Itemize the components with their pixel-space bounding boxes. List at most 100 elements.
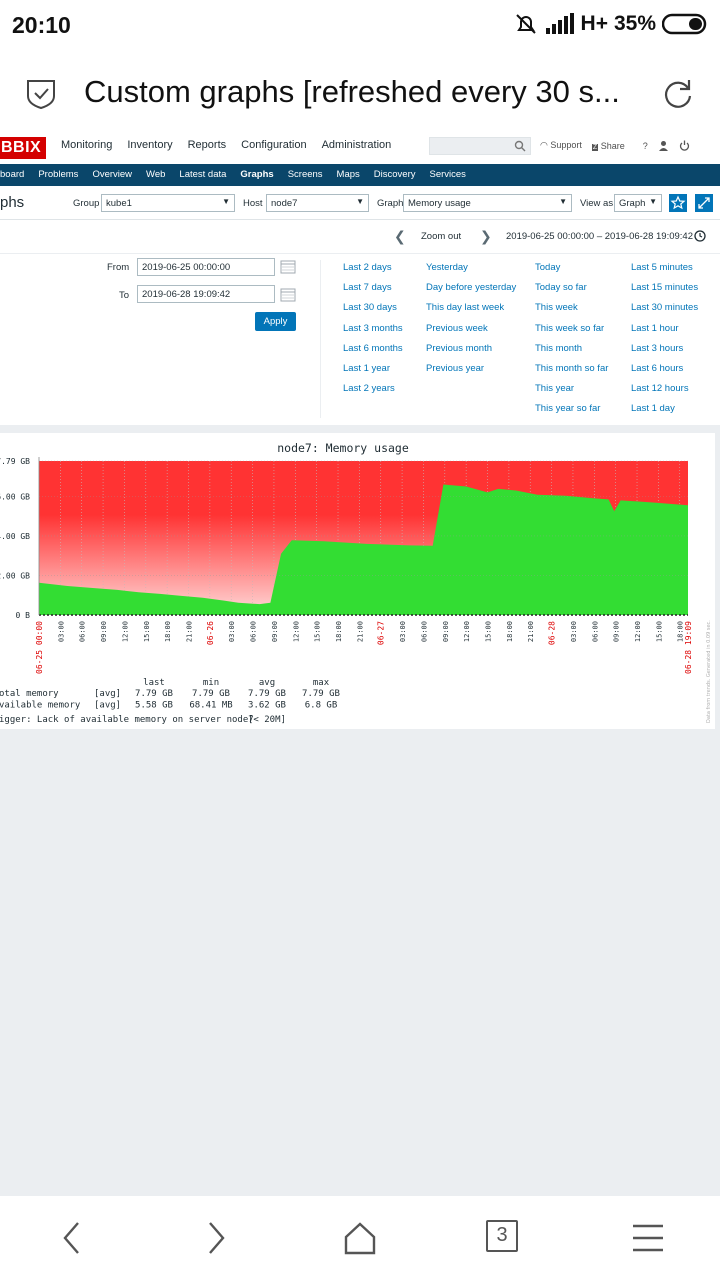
- submenu-problems[interactable]: Problems: [38, 169, 79, 180]
- quick-link-last-3-hours[interactable]: Last 3 hours: [631, 342, 684, 354]
- search-input[interactable]: [429, 137, 531, 155]
- zabbix-logo[interactable]: BBIX: [0, 137, 46, 159]
- home-icon[interactable]: [342, 1220, 378, 1256]
- user-icon[interactable]: [658, 140, 669, 151]
- memory-usage-graph: node7: Memory usage 0 B 2.00 GB 4.00 GB 6.00…: [0, 433, 715, 729]
- support-link[interactable]: ◠ Support: [540, 140, 582, 151]
- back-icon[interactable]: [54, 1220, 90, 1256]
- legend-header-last: last: [143, 678, 165, 688]
- menu-monitoring[interactable]: Monitoring: [61, 139, 113, 151]
- legend-trigger-value: [< 20M]: [248, 715, 286, 725]
- legend-value-last: 7.79 GB: [135, 689, 173, 699]
- menu-administration[interactable]: Administration: [321, 139, 392, 151]
- quick-link-last-2-days[interactable]: Last 2 days: [343, 262, 392, 273]
- quick-link-last-1-hour[interactable]: Last 1 hour: [631, 322, 679, 334]
- group-select[interactable]: kube1 ▼: [101, 194, 235, 212]
- quick-link-today[interactable]: Today: [535, 262, 561, 273]
- graph-select[interactable]: Memory usage ▼: [403, 194, 572, 212]
- zoom-out-button[interactable]: Zoom out: [421, 231, 462, 242]
- quick-link-last-6-hours[interactable]: Last 6 hours: [631, 363, 684, 374]
- quick-link-this-day-last-week[interactable]: This day last week: [426, 302, 505, 314]
- submenu-graphs[interactable]: Graphs: [240, 169, 274, 180]
- chevron-down-icon: ▼: [356, 197, 364, 206]
- header-tools: ◠ Support Z Share ?: [540, 140, 690, 151]
- calendar-icon[interactable]: [280, 288, 296, 302]
- status-time: 20:10: [12, 12, 71, 38]
- quick-link-this-year[interactable]: This year: [535, 383, 575, 395]
- quick-link-last-7-days[interactable]: Last 7 days: [343, 282, 392, 294]
- chevron-right-icon[interactable]: ❯: [480, 228, 492, 244]
- quick-link-last-12-hours[interactable]: Last 12 hours: [631, 383, 689, 395]
- search-icon[interactable]: [514, 140, 526, 152]
- submenu-maps[interactable]: Maps: [336, 169, 360, 180]
- quick-link-previous-month[interactable]: Previous month: [426, 342, 493, 354]
- apply-button[interactable]: Apply: [255, 312, 296, 331]
- x-tick-label: 12:00: [634, 621, 642, 642]
- quick-link-previous-year[interactable]: Previous year: [426, 363, 485, 374]
- submenu-services[interactable]: Services: [429, 169, 466, 180]
- x-tick-label: 12:00: [292, 621, 300, 642]
- help-link[interactable]: ?: [642, 140, 648, 151]
- quick-link-last-30-minutes[interactable]: Last 30 minutes: [631, 302, 699, 314]
- chevron-left-icon[interactable]: ❮: [394, 228, 406, 244]
- menu-reports[interactable]: Reports: [187, 139, 227, 151]
- forward-icon[interactable]: [198, 1220, 234, 1256]
- submenu-latest-data[interactable]: Latest data: [179, 169, 227, 180]
- chevron-down-icon: ▼: [649, 197, 657, 206]
- submenu-web[interactable]: Web: [146, 169, 166, 180]
- submenu-dashboard[interactable]: board: [0, 169, 25, 180]
- quick-link-last-15-minutes[interactable]: Last 15 minutes: [631, 282, 699, 294]
- quick-link-last-5-minutes[interactable]: Last 5 minutes: [631, 262, 693, 273]
- quick-link-last-1-year[interactable]: Last 1 year: [343, 363, 390, 374]
- quick-link-last-1-day[interactable]: Last 1 day: [631, 403, 675, 415]
- quick-link-last-3-months[interactable]: Last 3 months: [343, 322, 403, 334]
- x-tick-label: 18:00: [164, 621, 172, 642]
- battery-icon: [662, 13, 707, 35]
- quick-link-last-30-days[interactable]: Last 30 days: [343, 302, 397, 314]
- quick-link-this-month-so-far[interactable]: This month so far: [535, 363, 609, 374]
- tabs-button[interactable]: 3: [486, 1220, 518, 1252]
- quick-link-today-so-far[interactable]: Today so far: [535, 282, 587, 294]
- browser-title-bar: Custom graphs [refreshed every 30 s...: [0, 52, 720, 134]
- view-as-select[interactable]: Graph ▼: [614, 194, 662, 212]
- star-icon: [670, 195, 686, 210]
- quick-link-day-before-yesterday[interactable]: Day before yesterday: [426, 282, 517, 294]
- submenu-discovery[interactable]: Discovery: [373, 169, 416, 180]
- quick-link-yesterday[interactable]: Yesterday: [426, 262, 468, 273]
- clock-icon[interactable]: [694, 230, 706, 242]
- power-icon[interactable]: [679, 140, 690, 151]
- fullscreen-button[interactable]: [695, 194, 713, 212]
- submenu-overview[interactable]: Overview: [92, 169, 133, 180]
- menu-inventory[interactable]: Inventory: [127, 139, 173, 151]
- shield-check-icon[interactable]: [26, 78, 56, 110]
- group-label: Group: [73, 198, 100, 209]
- menu-configuration[interactable]: Configuration: [241, 139, 307, 151]
- legend-series-func: [avg]: [94, 689, 121, 699]
- quick-link-previous-week[interactable]: Previous week: [426, 322, 488, 334]
- share-link[interactable]: Z Share: [591, 141, 625, 151]
- quick-link-this-week-so-far[interactable]: This week so far: [535, 322, 605, 334]
- host-select[interactable]: node7 ▼: [266, 194, 369, 212]
- menu-icon[interactable]: [630, 1220, 666, 1256]
- x-tick-label: 06-26: [206, 621, 215, 645]
- chart-title: node7: Memory usage: [277, 441, 409, 455]
- to-input[interactable]: 2019-06-28 19:09:42: [137, 285, 275, 303]
- quick-link-this-month[interactable]: This month: [535, 342, 582, 354]
- network-type: H+: [580, 12, 608, 35]
- series-available-memory-area: [39, 484, 688, 615]
- quick-link-this-year-so-far[interactable]: This year so far: [535, 403, 601, 415]
- favorite-button[interactable]: [669, 194, 687, 212]
- time-range-text[interactable]: 2019-06-25 00:00:00 – 2019-06-28 19:09:4…: [506, 231, 693, 242]
- to-label: To: [119, 290, 130, 301]
- reload-icon[interactable]: [662, 76, 694, 110]
- submenu-screens[interactable]: Screens: [287, 169, 323, 180]
- legend-header-avg: avg: [259, 678, 275, 688]
- x-tick-label: 06-28: [548, 621, 557, 645]
- calendar-icon[interactable]: [280, 260, 296, 274]
- from-input[interactable]: 2019-06-25 00:00:00: [137, 258, 275, 276]
- quick-link-last-6-months[interactable]: Last 6 months: [343, 342, 403, 354]
- host-label: Host: [243, 198, 263, 209]
- quick-link-last-2-years[interactable]: Last 2 years: [343, 383, 395, 395]
- support-label: Support: [550, 140, 582, 150]
- quick-link-this-week[interactable]: This week: [535, 302, 578, 314]
